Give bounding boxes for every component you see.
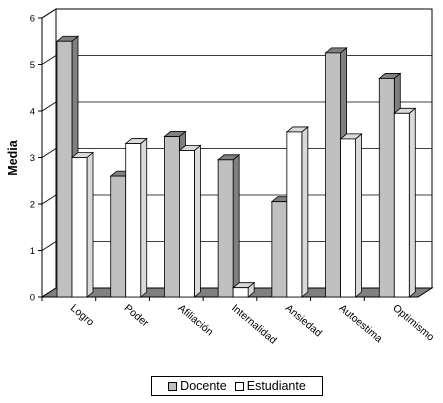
bar-front: [56, 40, 73, 298]
bar-estudiante-3: [232, 281, 256, 298]
bar-chart: 0 1 2 3 4 5 6 Logro Poder Afiliación Internalidad…: [6, 8, 437, 347]
bar-estudiante-0: [70, 151, 95, 298]
x-tick-label: Optimismo: [390, 302, 436, 344]
gridline-side: [41, 148, 57, 158]
y-axis-title: Media: [6, 139, 20, 175]
legend-item-estudiante: Estudiante: [234, 379, 306, 393]
y-tick-label: 4: [30, 107, 35, 118]
bar-estudiante-6: [393, 107, 417, 298]
bar-side: [408, 107, 416, 298]
x-tick-label: Internalidad: [229, 302, 279, 347]
x-tick-label: Poder: [122, 302, 152, 330]
legend-label-estudiante: Estudiante: [246, 379, 306, 393]
bar-front: [340, 138, 356, 298]
bar-front: [325, 52, 341, 298]
bar-side: [86, 151, 94, 298]
legend-label-docente: Docente: [180, 379, 227, 393]
bar-side: [301, 126, 309, 298]
bar-estudiante-5: [339, 133, 363, 298]
gridline-side: [41, 55, 57, 65]
bar-front: [271, 201, 288, 298]
bar-estudiante-2: [178, 144, 202, 298]
x-tick-label: Autoestima: [337, 302, 385, 345]
bar-docente-3: [217, 153, 241, 298]
gridlines: [41, 8, 432, 251]
gridline-side: [41, 101, 57, 112]
bar-front: [378, 78, 395, 298]
bar-front: [71, 157, 88, 298]
legend-item-docente: Docente: [168, 379, 227, 393]
y-tick-label: 5: [30, 60, 35, 71]
y-tick-label: 0: [30, 293, 35, 304]
bar-front: [217, 159, 234, 298]
bars: [55, 35, 417, 298]
gridline-side: [41, 194, 57, 205]
bar-front: [393, 112, 410, 298]
legend-swatch-estudiante: [234, 381, 244, 391]
legend-swatch-docente: [168, 381, 178, 391]
bar-estudiante-1: [124, 137, 148, 298]
gridline-side: [41, 241, 57, 251]
bar-side: [140, 137, 148, 298]
legend: Docente Estudiante: [151, 376, 323, 396]
x-tick-label: Ansiedad: [283, 302, 324, 339]
bar-front: [125, 143, 142, 298]
bar-front: [232, 287, 249, 298]
bar-front: [110, 175, 127, 298]
bar-front: [179, 150, 195, 298]
x-tick-label: Logro: [68, 302, 96, 329]
bar-side: [355, 133, 362, 298]
y-tick-label: 6: [30, 14, 35, 25]
bar-side: [194, 144, 201, 298]
bar-front: [286, 131, 303, 298]
y-tick-label: 2: [30, 200, 35, 211]
y-tick-label: 3: [30, 153, 35, 164]
y-tick-label: 1: [30, 246, 35, 257]
bar-side: [232, 153, 240, 298]
bar-front: [164, 136, 180, 298]
x-axis-labels: Logro Poder Afiliación Internalidad Ansiedad…: [68, 302, 437, 347]
x-tick-label: Afiliación: [175, 302, 215, 338]
bar-estudiante-4: [285, 126, 309, 298]
gridline-side: [41, 8, 57, 19]
